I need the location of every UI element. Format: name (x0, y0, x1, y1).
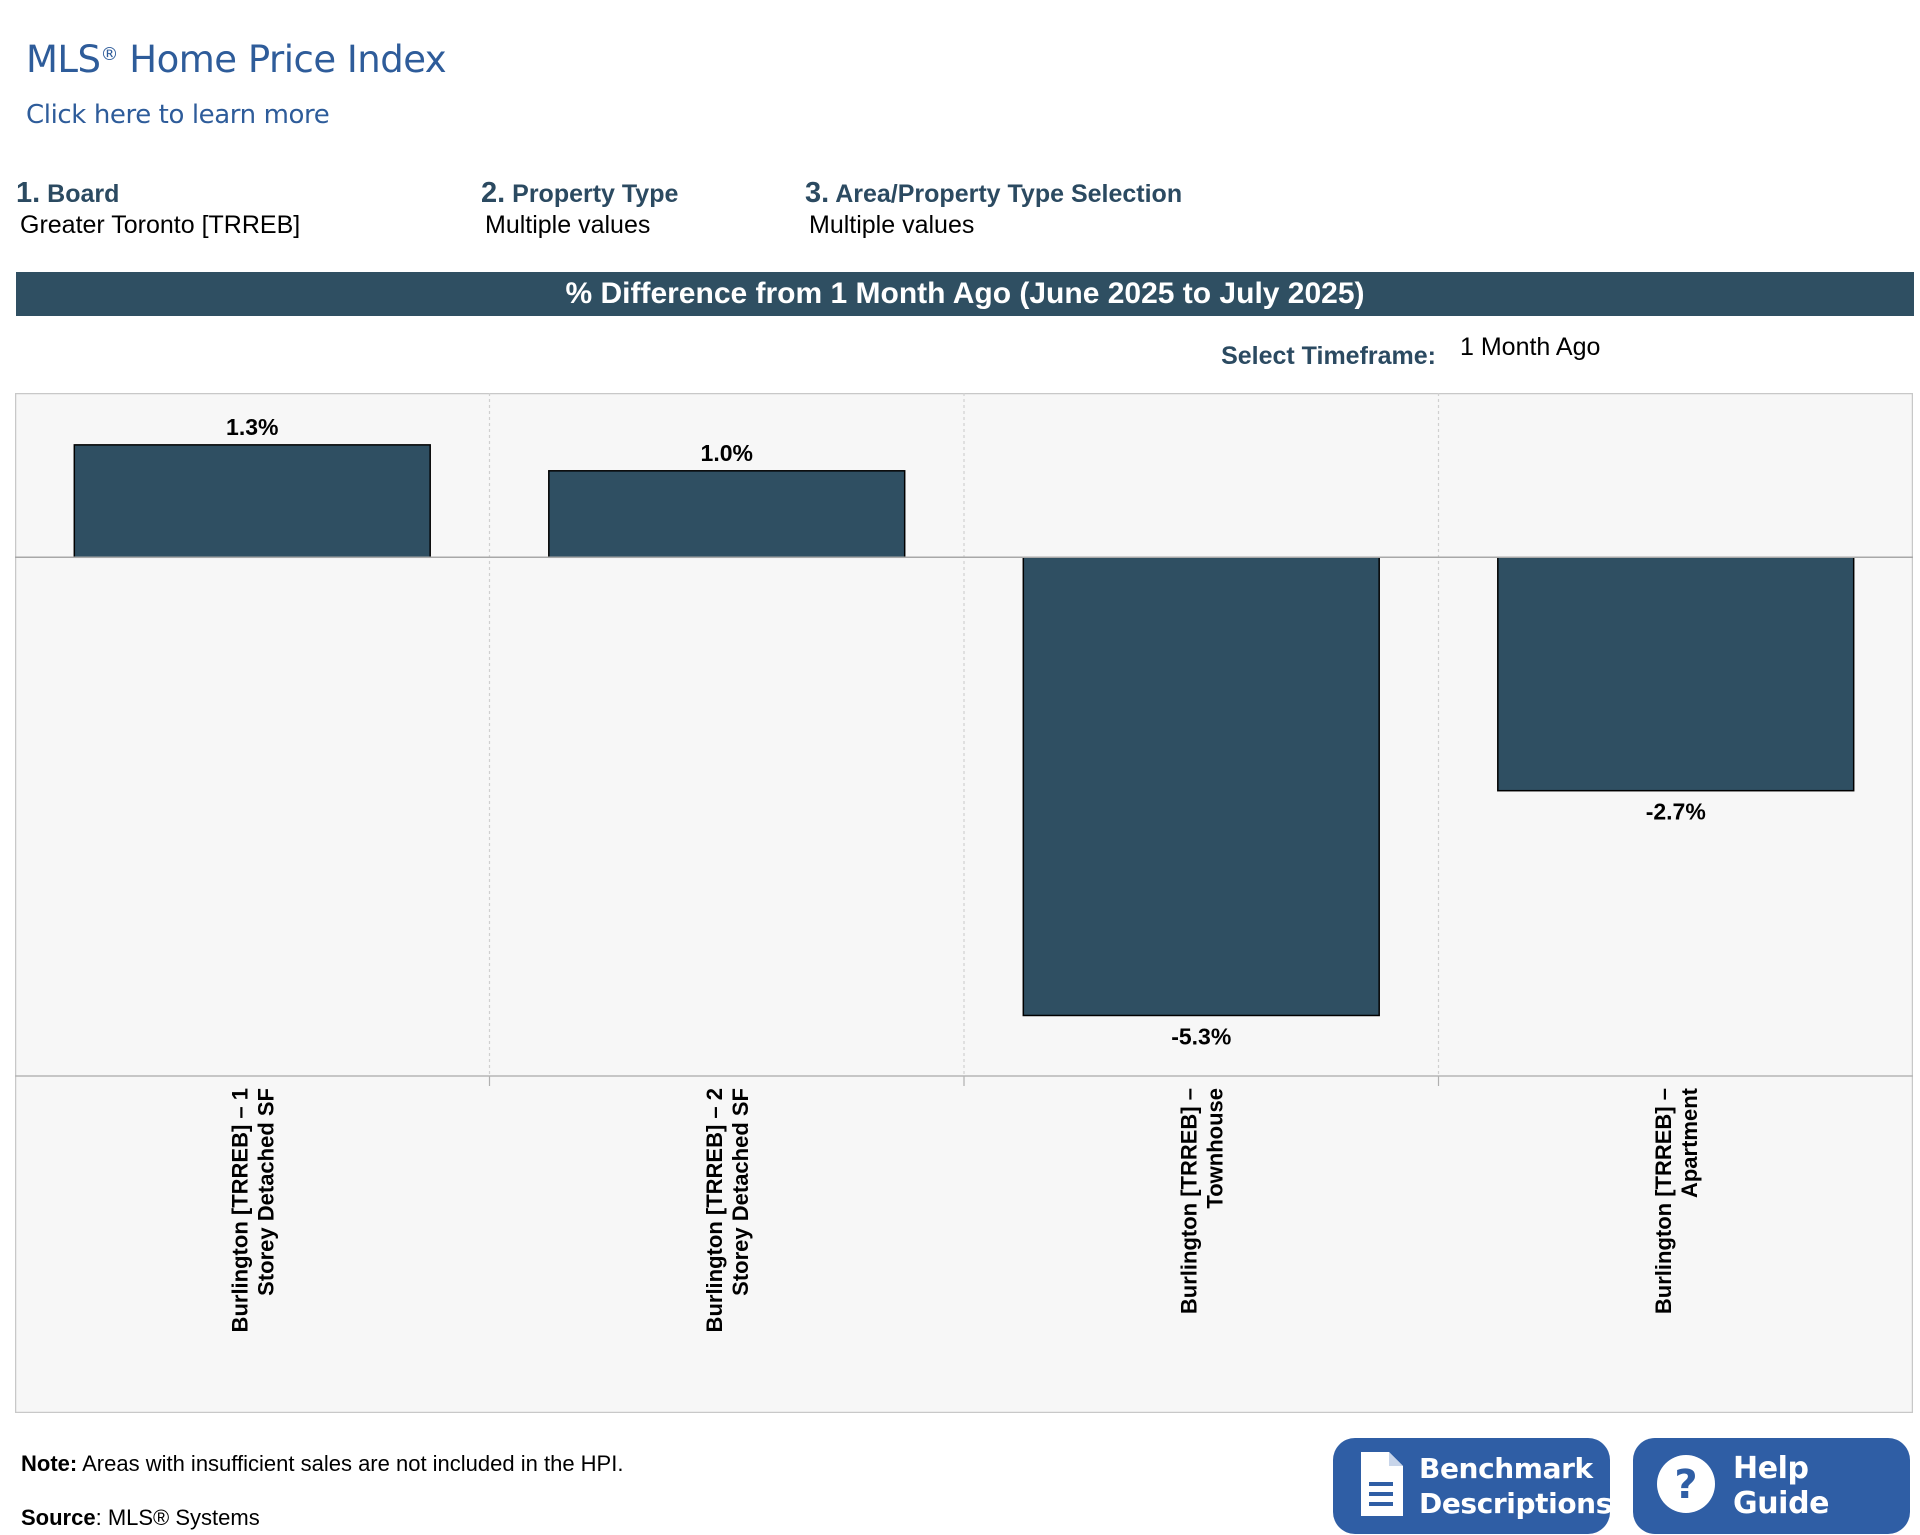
filter-board-label: 1. Board (16, 177, 119, 210)
help-guide-label: Help Guide (1733, 1451, 1830, 1521)
title-mls: MLS (26, 38, 101, 81)
filter-property-type-number: 2. (481, 177, 506, 209)
data-label: -2.7% (1646, 799, 1706, 825)
category-label-line: Storey Detached SF (728, 1088, 753, 1296)
filter-property-type-value[interactable]: Multiple values (485, 211, 651, 239)
chart-title-banner: % Difference from 1 Month Ago (June 2025… (16, 272, 1914, 316)
data-label: 1.0% (701, 440, 753, 466)
title-rest: Home Price Index (118, 38, 447, 81)
bar (548, 470, 906, 559)
document-icon (1357, 1450, 1405, 1523)
svg-text:?: ? (1674, 1462, 1697, 1508)
category-label-line: Storey Detached SF (253, 1088, 278, 1296)
registered-mark: ® (100, 44, 119, 65)
category-label-line: Apartment (1677, 1087, 1702, 1198)
source-body: : MLS® Systems (95, 1505, 260, 1530)
benchmark-line2: Descriptions (1419, 1487, 1612, 1520)
timeframe-label: Select Timeframe: (1221, 342, 1436, 370)
bar (1497, 556, 1855, 792)
filter-area-number: 3. (805, 177, 830, 209)
filter-area-label: 3. Area/Property Type Selection (805, 177, 1182, 210)
category-label-line: Burlington [TRREB] – (1176, 1088, 1201, 1314)
benchmark-descriptions-button[interactable]: Benchmark Descriptions (1333, 1438, 1612, 1534)
category-label-line: Townhouse (1202, 1088, 1227, 1209)
note-body: Areas with insufficient sales are not in… (77, 1451, 624, 1476)
benchmark-button-label: Benchmark Descriptions (1419, 1451, 1612, 1521)
bar (73, 444, 431, 559)
filter-area-title: Area/Property Type Selection (835, 180, 1183, 208)
help-guide-button[interactable]: ? Help Guide (1633, 1438, 1910, 1534)
filter-property-type-title: Property Type (512, 180, 679, 208)
data-label: -5.3% (1171, 1023, 1231, 1049)
source-label: Source (21, 1505, 96, 1530)
category-label: Burlington [TRREB] – 2 Storey Detached SF (702, 1088, 753, 1332)
filter-board-title: Board (47, 180, 120, 208)
filter-board-number: 1. (16, 177, 41, 209)
category-label: Burlington [TRREB] – 1 Storey Detached SF (227, 1088, 278, 1332)
category-label-line: Burlington [TRREB] – (1651, 1088, 1676, 1314)
timeframe-select[interactable]: 1 Month Ago (1460, 333, 1601, 361)
category-label-line: Burlington [TRREB] – 1 (227, 1088, 252, 1332)
source-text: Source: MLS® Systems (21, 1505, 260, 1531)
note-label: Note: (21, 1451, 78, 1476)
filter-board-value[interactable]: Greater Toronto [TRREB] (20, 211, 301, 239)
learn-more-link[interactable]: Click here to learn more (26, 100, 330, 130)
data-label: 1.3% (226, 414, 278, 440)
category-label: Burlington [TRREB] – Townhouse (1176, 1088, 1227, 1314)
note-text: Note: Areas with insufficient sales are … (21, 1451, 623, 1477)
filter-area-value[interactable]: Multiple values (809, 211, 975, 239)
bar (1022, 556, 1380, 1017)
benchmark-line1: Benchmark (1419, 1452, 1593, 1485)
question-icon: ? (1655, 1453, 1717, 1520)
bar-chart: 1.3%Burlington [TRREB] – 1 Storey Detache… (15, 393, 1913, 1413)
category-label-line: Burlington [TRREB] – 2 (702, 1088, 727, 1332)
filter-property-type-label: 2. Property Type (481, 177, 678, 210)
page-title: MLS® Home Price Index (26, 38, 447, 81)
category-label: Burlington [TRREB] – Apartment (1651, 1087, 1702, 1314)
